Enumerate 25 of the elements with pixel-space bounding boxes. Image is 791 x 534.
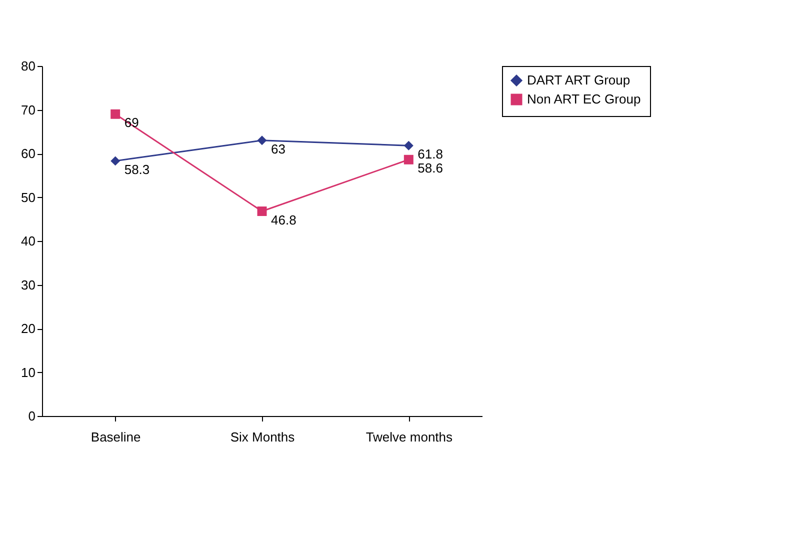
point [257, 206, 267, 216]
legend-label: DART ART Group [527, 72, 630, 88]
point [257, 136, 267, 146]
y-tick-label: 40 [21, 234, 36, 248]
x-tick-label: Six Months [230, 430, 296, 444]
y-tick-label: 20 [21, 321, 36, 336]
y-tick-label: 60 [21, 146, 36, 161]
data-label: 58.3 [124, 162, 150, 177]
x-tick-label: Baseline [90, 430, 141, 444]
y-tick-label: 80 [21, 58, 36, 74]
point [110, 109, 120, 119]
y-tick-label: 50 [21, 190, 36, 205]
data-label: 46.8 [271, 212, 296, 228]
y-tick-label: 10 [21, 364, 36, 380]
point [110, 156, 120, 166]
y-tick-label: 0 [28, 408, 36, 424]
x-tick-label: Twelve months [366, 430, 454, 444]
point [404, 154, 414, 164]
legend-label: Non ART EC Group [527, 92, 641, 106]
data-label: 63 [271, 141, 286, 156]
point [404, 140, 414, 150]
data-label: 58.6 [418, 160, 443, 176]
data-label: 61.8 [418, 146, 443, 162]
y-tick-label: 70 [21, 102, 36, 118]
y-tick-label: 30 [21, 277, 36, 292]
